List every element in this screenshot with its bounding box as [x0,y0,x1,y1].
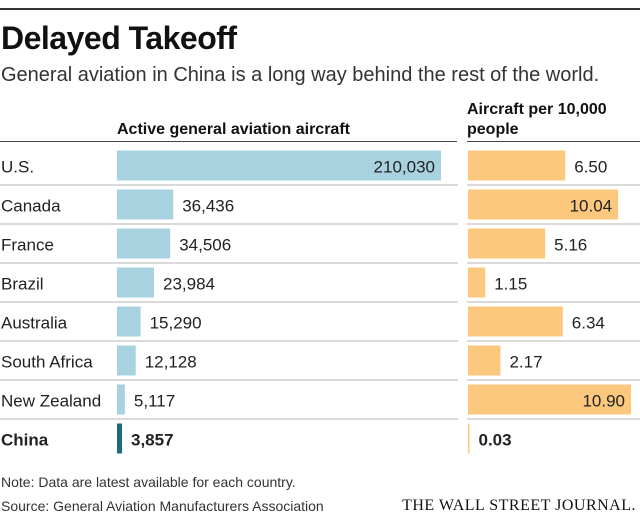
per-capita-value-label: 2.17 [509,353,542,372]
category-label: Canada [1,197,61,216]
category-label: France [1,236,54,255]
per-capita-bar [468,150,566,181]
per-capita-bar [468,306,563,337]
per-capita-bar [468,423,470,454]
aircraft-header-rule [0,141,457,142]
category-label: U.S. [1,158,34,177]
aircraft-value-label: 3,857 [131,431,174,450]
chart-title: Delayed Takeoff [1,20,237,56]
chart-subtitle: General aviation in China is a long way … [1,64,600,86]
category-label: Australia [1,314,68,333]
aircraft-bar [117,384,125,415]
per-capita-header-rule [467,141,640,142]
chart-source: Source: General Aviation Manufacturers A… [1,498,324,514]
per-capita-value-label: 0.03 [479,431,512,450]
per-capita-value-label: 5.16 [554,236,587,255]
per-capita-value-label: 10.90 [582,392,625,411]
aircraft-bar [117,150,441,181]
per-capita-value-label: 6.34 [572,314,605,333]
top-rule [0,8,640,10]
category-label: South Africa [1,353,93,372]
category-label: China [1,431,49,450]
per-capita-value-label: 10.04 [570,197,613,216]
aircraft-value-label: 15,290 [150,314,202,333]
aircraft-value-label: 210,030 [374,158,435,177]
aircraft-value-label: 36,436 [182,197,234,216]
aircraft-column-header: Active general aviation aircraft [117,121,350,138]
per-capita-bar [468,228,546,259]
aircraft-value-label: 12,128 [145,353,197,372]
aircraft-bar [117,267,154,298]
aircraft-bar [117,423,122,454]
per-capita-bar [468,267,486,298]
per-capita-bar [468,189,619,220]
category-label: New Zealand [1,392,101,411]
per-capita-bar [468,384,631,415]
per-capita-column-header: Aircraft per 10,000 people [467,101,607,138]
per-capita-value-label: 6.50 [574,158,607,177]
per-capita-bar [468,345,501,376]
aircraft-value-label: 34,506 [179,236,231,255]
aircraft-bar [117,189,174,220]
category-label: Brazil [1,275,44,294]
chart-note: Note: Data are latest available for each… [1,474,296,490]
publisher-logo: THE WALL STREET JOURNAL. [402,497,636,514]
aircraft-bar [117,345,136,376]
aircraft-value-label: 23,984 [163,275,215,294]
per-capita-value-label: 1.15 [494,275,527,294]
aircraft-bar [117,228,171,259]
aircraft-value-label: 5,117 [134,392,175,411]
aircraft-bar [117,306,141,337]
